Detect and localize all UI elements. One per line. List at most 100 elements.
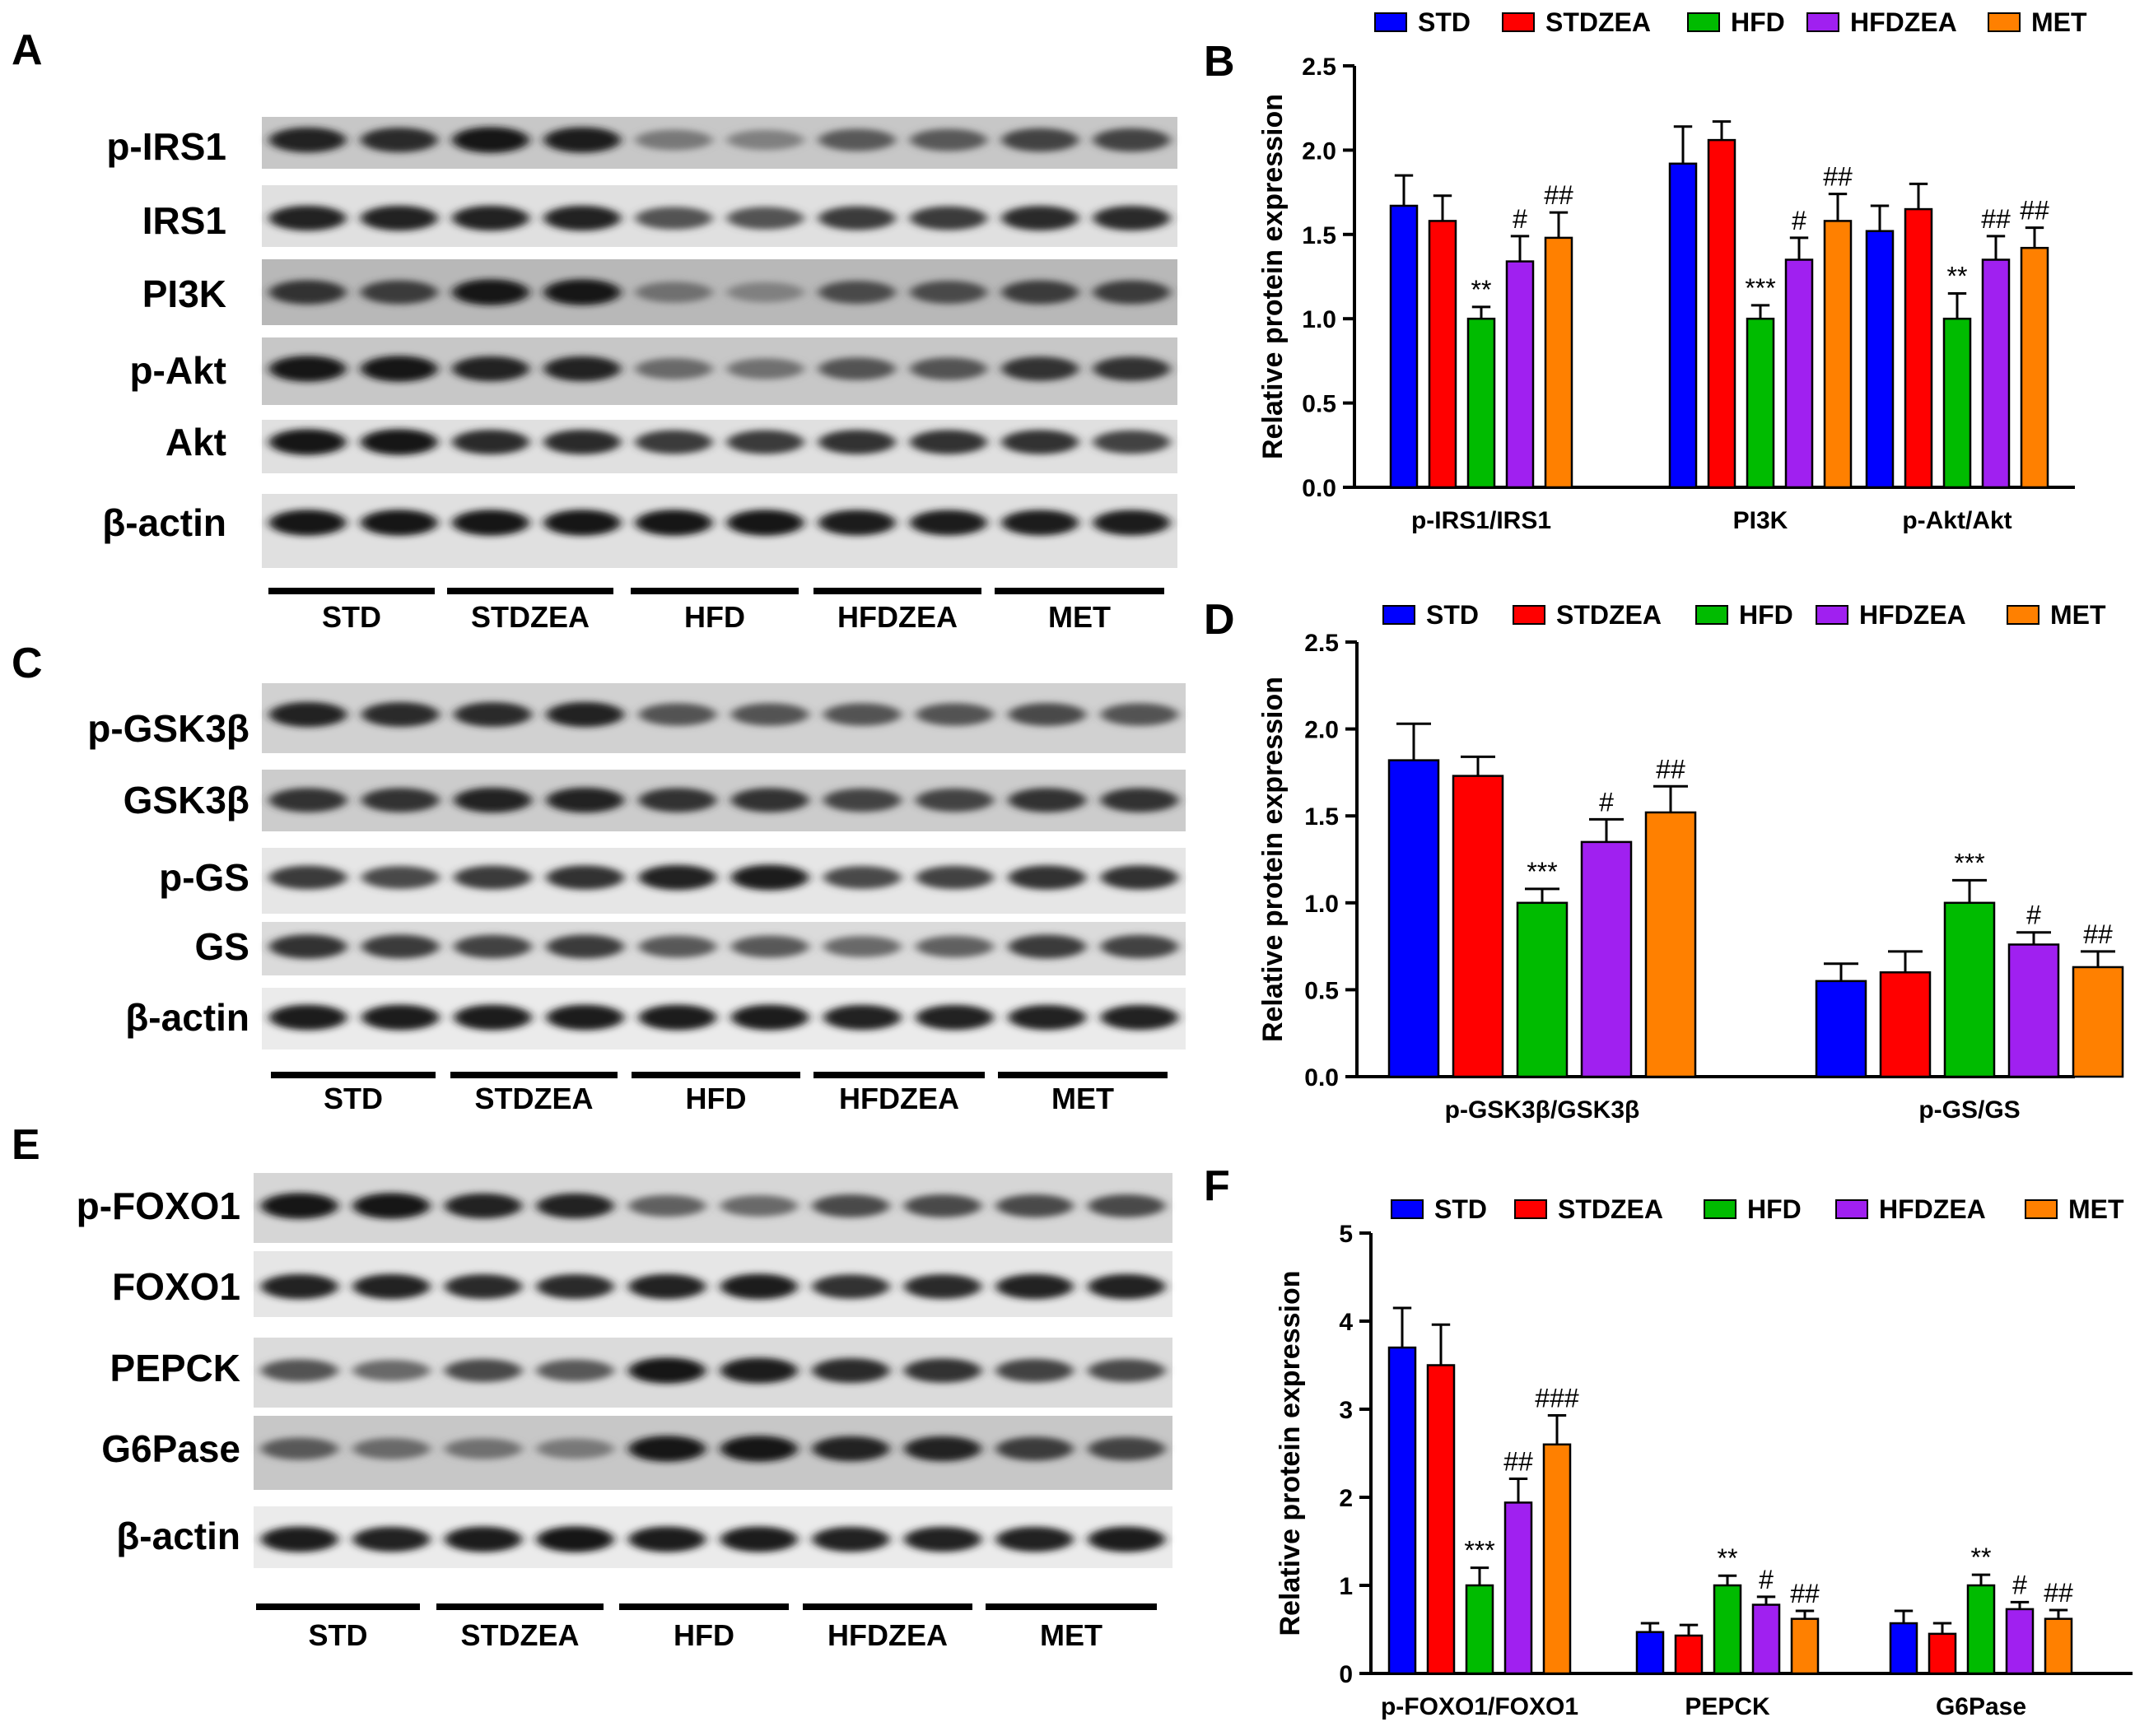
y-tick-label: 2.5 [1304, 630, 1339, 657]
y-tick-label: 0.0 [1302, 475, 1336, 502]
panel-label-f: F [1204, 1162, 1230, 1210]
bar [1879, 971, 1932, 1078]
legend-label: MET [2031, 7, 2087, 37]
significance-mark: ## [1823, 162, 1853, 192]
group-bar [813, 1072, 985, 1078]
blot-band [638, 703, 717, 726]
legend-swatch [2025, 1199, 2058, 1219]
bar [1865, 230, 1895, 489]
blot-band [638, 1004, 717, 1031]
blot-band [730, 935, 809, 958]
group-bar [986, 1603, 1157, 1610]
bar [1966, 1584, 1996, 1675]
bar [1542, 1443, 1572, 1675]
x-category-label: p-IRS1/IRS1 [1411, 507, 1551, 534]
bar [1635, 1631, 1665, 1675]
y-axis-title: Relative protein expression [1257, 94, 1289, 459]
blot-band [726, 129, 804, 151]
bar [1428, 220, 1457, 489]
group-bar [803, 1603, 972, 1610]
legend-label: HFDZEA [1859, 600, 1966, 630]
significance-mark: ## [1790, 1579, 1820, 1608]
legend-swatch [1988, 12, 2021, 32]
bar [1387, 759, 1440, 1078]
y-tick-label: 1.5 [1302, 222, 1336, 249]
blot-band [910, 510, 987, 536]
bar [1746, 317, 1775, 489]
blot-band [361, 788, 440, 812]
blot-band [635, 510, 713, 536]
blot-band [638, 935, 717, 958]
blot-band [452, 510, 529, 536]
blot-band [454, 1004, 532, 1031]
significance-mark: ## [1503, 1447, 1533, 1477]
blot-band [361, 356, 438, 382]
blot-band [904, 1194, 981, 1217]
blot-band [536, 1274, 614, 1299]
group-label: HFDZEA [839, 1082, 959, 1115]
bar [1928, 1632, 1957, 1675]
legend-swatch [2007, 605, 2039, 625]
legend-label: HFD [1731, 7, 1785, 37]
blot-band [268, 356, 347, 382]
blot-band [812, 1526, 890, 1552]
significance-mark: *** [1745, 273, 1775, 303]
blot-band [995, 1273, 1074, 1300]
bar [1544, 236, 1573, 489]
blot-band [361, 702, 440, 727]
blot-band [268, 510, 347, 536]
bar [1674, 1634, 1704, 1675]
bar [1465, 1584, 1494, 1675]
blot-band [638, 788, 717, 812]
significance-mark: # [1513, 204, 1527, 234]
group-bar [268, 588, 435, 594]
blot-band [1100, 865, 1179, 890]
blot-row-label: G6Pase [101, 1427, 240, 1470]
group-label: MET [1051, 1082, 1114, 1115]
bar [2072, 966, 2124, 1078]
bar [1668, 162, 1698, 489]
y-tick-label: 2 [1339, 1485, 1353, 1512]
blot-band [818, 281, 896, 304]
blot-band [1001, 510, 1079, 536]
group-label: STDZEA [475, 1082, 594, 1115]
blot-band [1008, 703, 1086, 726]
bar [1823, 220, 1853, 489]
group-label: MET [1040, 1618, 1102, 1652]
legend-swatch [1514, 1199, 1547, 1219]
blot-band [260, 1526, 338, 1552]
group-label: STD [309, 1618, 368, 1652]
blot-band [1001, 128, 1079, 152]
blot-band [1100, 703, 1179, 726]
blot-band [361, 934, 440, 959]
blot-band [454, 934, 532, 959]
y-axis-title: Relative protein expression [1275, 1270, 1306, 1636]
blot-band [720, 1526, 798, 1552]
blot-band [904, 1358, 981, 1383]
group-bar [631, 588, 799, 594]
blot-band [260, 1437, 338, 1460]
blot-band [910, 357, 987, 380]
blot-band [361, 510, 438, 536]
blot-band [543, 279, 621, 305]
legend-swatch [1695, 605, 1728, 625]
blot-band [445, 1526, 522, 1552]
bar [1389, 204, 1419, 489]
blot-band [445, 1438, 522, 1459]
blot-band [812, 1358, 890, 1383]
significance-mark: # [1792, 206, 1806, 235]
y-tick-label: 0.5 [1302, 391, 1336, 418]
blot-band [904, 1526, 981, 1552]
blot-row-label: IRS1 [142, 199, 226, 242]
blot-band [720, 1195, 798, 1217]
blot-band [916, 865, 994, 890]
significance-mark: ** [1971, 1543, 1992, 1572]
blot-band [726, 430, 804, 454]
blot-band [543, 356, 621, 382]
bar [1889, 1622, 1918, 1675]
y-tick-label: 2.5 [1302, 54, 1336, 81]
group-bar [619, 1603, 789, 1610]
blot-band [445, 1359, 522, 1382]
bar [1790, 1617, 1820, 1675]
blot-band [1100, 934, 1179, 959]
